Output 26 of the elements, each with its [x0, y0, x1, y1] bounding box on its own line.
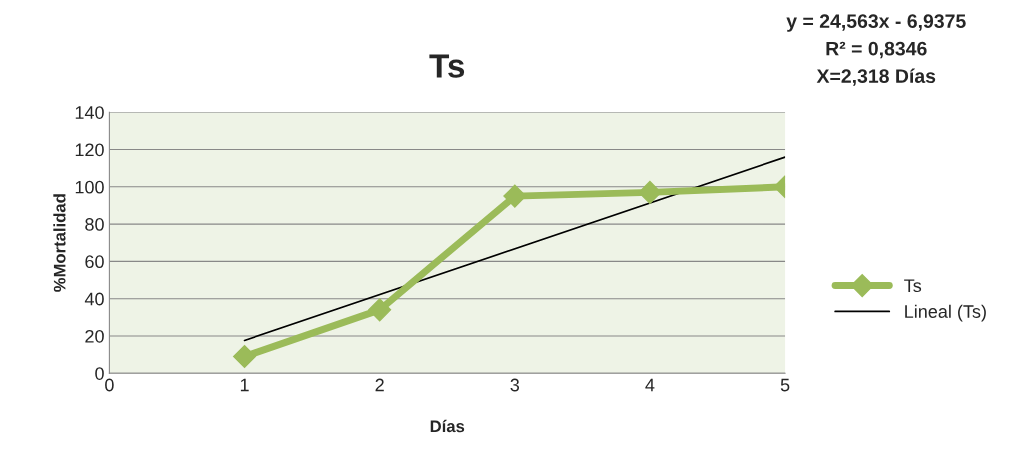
x-tick-label: 3 — [510, 378, 520, 392]
x-tick-label: 2 — [375, 378, 384, 392]
text: R² = 0,8346 — [826, 41, 927, 59]
y-axis-title: %Mortalidad — [53, 194, 66, 292]
y-tick-label: 100 — [75, 180, 104, 194]
point — [638, 180, 662, 204]
y-tick-label: 140 — [75, 106, 104, 119]
x-tick-label: 5 — [780, 378, 790, 392]
y-tick-label: 0 — [95, 367, 104, 380]
point — [503, 184, 527, 208]
text: X=2,318 Días — [816, 68, 936, 86]
y-tick-label: 40 — [84, 292, 104, 306]
y-tick-label: 80 — [85, 218, 104, 231]
legend-label: Ts — [904, 279, 922, 293]
x-axis-title: Días — [430, 419, 465, 433]
y-tick-label: 120 — [75, 143, 104, 157]
x-tick-label: 4 — [645, 378, 655, 392]
chart-title: Ts — [429, 54, 465, 78]
x-tick-label: 1 — [240, 378, 249, 392]
point — [233, 344, 257, 368]
y-tick-label: 60 — [85, 255, 104, 269]
text: y = 24,563x - 6,9375 — [786, 14, 966, 32]
legend-label: Lineal (Ts) — [905, 304, 986, 322]
point — [368, 298, 392, 322]
y-tick-label: 20 — [85, 329, 104, 343]
x-tick-label: 0 — [105, 378, 114, 392]
